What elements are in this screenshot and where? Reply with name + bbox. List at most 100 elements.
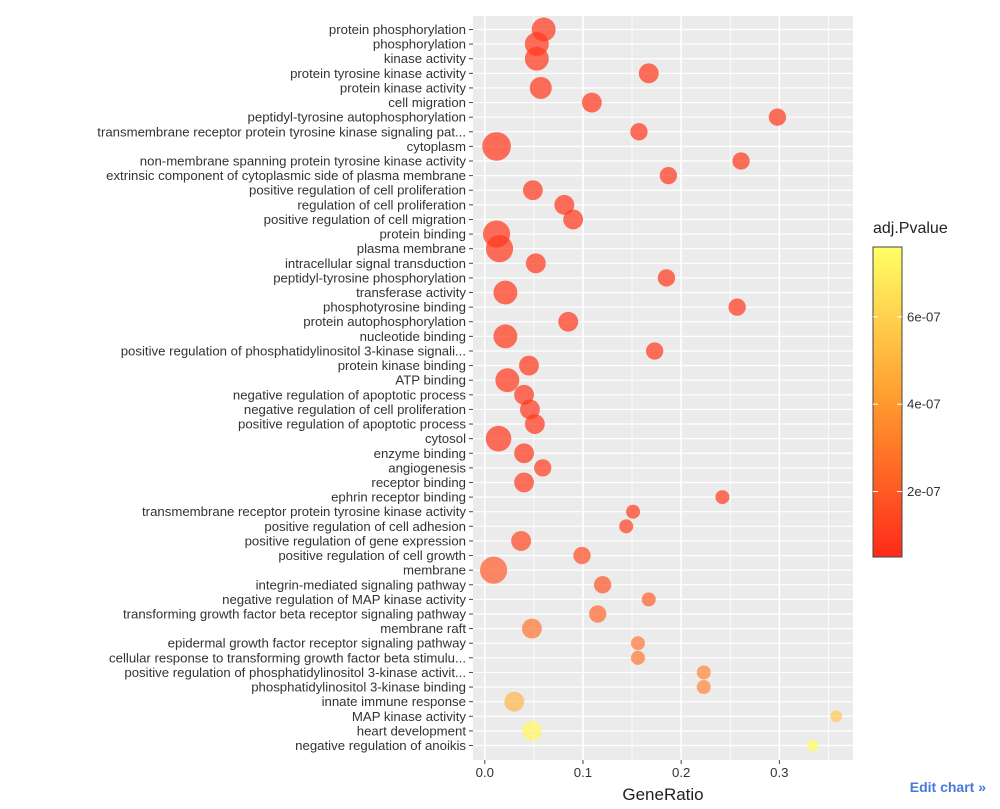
data-point[interactable] bbox=[768, 108, 787, 126]
data-point[interactable] bbox=[696, 665, 711, 680]
y-tick-label: cytosol bbox=[425, 431, 466, 446]
y-axis-labels: protein phosphorylationphosphorylationki… bbox=[97, 22, 473, 753]
y-tick-label: peptidyl-tyrosine phosphorylation bbox=[273, 270, 466, 285]
edit-chart-link[interactable]: Edit chart » bbox=[909, 779, 986, 795]
data-point[interactable] bbox=[485, 235, 514, 263]
y-tick-label: kinase activity bbox=[384, 51, 466, 66]
y-tick-label: ephrin receptor binding bbox=[331, 490, 466, 505]
data-point[interactable] bbox=[581, 92, 602, 113]
x-tick-label: 0.2 bbox=[672, 765, 690, 780]
y-tick-label: transferase activity bbox=[356, 285, 466, 300]
data-points bbox=[480, 17, 843, 752]
y-tick-label: negative regulation of anoikis bbox=[295, 738, 466, 753]
data-point[interactable] bbox=[558, 311, 579, 332]
x-axis-ticks: 0.0 0.1 0.2 0.3 bbox=[476, 760, 789, 780]
y-tick-label: ATP binding bbox=[395, 373, 466, 388]
data-point[interactable] bbox=[732, 152, 750, 170]
y-tick-label: peptidyl-tyrosine autophosphorylation bbox=[248, 110, 466, 125]
data-point[interactable] bbox=[521, 720, 542, 741]
data-point[interactable] bbox=[573, 546, 591, 565]
data-point[interactable] bbox=[630, 636, 645, 651]
y-tick-label: positive regulation of cell proliferatio… bbox=[249, 183, 466, 198]
data-point[interactable] bbox=[619, 519, 634, 534]
y-tick-label: cytoplasm bbox=[407, 139, 466, 154]
data-point[interactable] bbox=[511, 531, 532, 551]
y-tick-label: positive regulation of cell growth bbox=[278, 548, 466, 563]
legend-title: adj.Pvalue bbox=[873, 220, 948, 237]
data-point[interactable] bbox=[641, 592, 656, 607]
y-tick-label: negative regulation of MAP kinase activi… bbox=[222, 592, 466, 607]
data-point[interactable] bbox=[480, 556, 508, 584]
data-point[interactable] bbox=[696, 680, 711, 695]
y-tick-label: membrane bbox=[403, 563, 466, 578]
y-tick-label: regulation of cell proliferation bbox=[297, 197, 466, 212]
colorbar-tick-label: 2e-07 bbox=[907, 484, 941, 499]
data-point[interactable] bbox=[589, 605, 607, 623]
y-tick-label: nucleotide binding bbox=[360, 329, 466, 344]
data-point[interactable] bbox=[514, 472, 534, 493]
data-point[interactable] bbox=[524, 46, 549, 71]
y-tick-label: protein kinase activity bbox=[340, 80, 466, 95]
data-point[interactable] bbox=[525, 253, 546, 274]
data-point[interactable] bbox=[554, 194, 575, 215]
data-point[interactable] bbox=[514, 443, 534, 464]
data-point[interactable] bbox=[534, 459, 552, 477]
y-tick-label: integrin-mediated signaling pathway bbox=[256, 577, 467, 592]
colorbar-tick-label: 6e-07 bbox=[907, 309, 941, 324]
data-point[interactable] bbox=[524, 414, 545, 434]
x-tick-label: 0.3 bbox=[770, 765, 788, 780]
y-tick-label: positive regulation of cell migration bbox=[264, 212, 466, 227]
y-tick-label: phosphotyrosine binding bbox=[323, 300, 466, 315]
y-tick-label: plasma membrane bbox=[357, 241, 466, 256]
data-point[interactable] bbox=[522, 180, 543, 201]
data-point[interactable] bbox=[830, 710, 843, 723]
data-point[interactable] bbox=[485, 425, 512, 452]
data-point[interactable] bbox=[519, 355, 539, 376]
y-tick-label: heart development bbox=[357, 723, 467, 738]
data-point[interactable] bbox=[482, 132, 511, 161]
y-tick-label: negative regulation of apoptotic process bbox=[233, 387, 467, 402]
data-point[interactable] bbox=[630, 650, 645, 665]
y-tick-label: cell migration bbox=[388, 95, 466, 110]
y-tick-label: extrinsic component of cytoplasmic side … bbox=[106, 168, 466, 183]
data-point[interactable] bbox=[638, 63, 659, 84]
data-point[interactable] bbox=[659, 166, 678, 185]
x-axis-title: GeneRatio bbox=[622, 785, 703, 804]
y-tick-label: phosphorylation bbox=[373, 37, 466, 52]
data-point[interactable] bbox=[529, 76, 552, 99]
data-point[interactable] bbox=[493, 280, 518, 305]
data-point[interactable] bbox=[657, 269, 676, 287]
data-point[interactable] bbox=[645, 342, 664, 360]
x-tick-label: 0.0 bbox=[476, 765, 494, 780]
y-tick-label: positive regulation of gene expression bbox=[245, 533, 466, 548]
data-point[interactable] bbox=[806, 739, 819, 752]
y-tick-label: innate immune response bbox=[322, 694, 466, 709]
y-tick-label: protein tyrosine kinase activity bbox=[290, 66, 466, 81]
y-tick-label: membrane raft bbox=[380, 621, 466, 636]
y-tick-label: positive regulation of apoptotic process bbox=[238, 417, 466, 432]
y-tick-label: MAP kinase activity bbox=[352, 709, 466, 724]
colorbar bbox=[872, 246, 903, 558]
data-point[interactable] bbox=[504, 691, 525, 712]
y-tick-label: protein kinase binding bbox=[338, 358, 466, 373]
data-point[interactable] bbox=[728, 298, 746, 316]
y-tick-label: intracellular signal transduction bbox=[285, 256, 466, 271]
data-point[interactable] bbox=[493, 324, 518, 349]
data-point[interactable] bbox=[521, 618, 542, 639]
y-tick-label: positive regulation of cell adhesion bbox=[264, 519, 466, 534]
y-tick-label: protein binding bbox=[379, 227, 466, 242]
y-tick-label: cellular response to transforming growth… bbox=[109, 650, 466, 665]
data-point[interactable] bbox=[563, 209, 584, 230]
y-tick-label: receptor binding bbox=[371, 475, 466, 490]
data-point[interactable] bbox=[715, 490, 730, 505]
data-point[interactable] bbox=[593, 576, 612, 594]
x-tick-label: 0.1 bbox=[574, 765, 592, 780]
colorbar-tick-label: 4e-07 bbox=[907, 397, 941, 412]
data-point[interactable] bbox=[495, 368, 520, 393]
y-tick-label: negative regulation of cell proliferatio… bbox=[244, 402, 466, 417]
data-point[interactable] bbox=[626, 504, 641, 519]
y-tick-label: positive regulation of phosphatidylinosi… bbox=[124, 665, 466, 680]
y-tick-label: transmembrane receptor protein tyrosine … bbox=[97, 124, 466, 139]
data-point[interactable] bbox=[630, 123, 648, 141]
